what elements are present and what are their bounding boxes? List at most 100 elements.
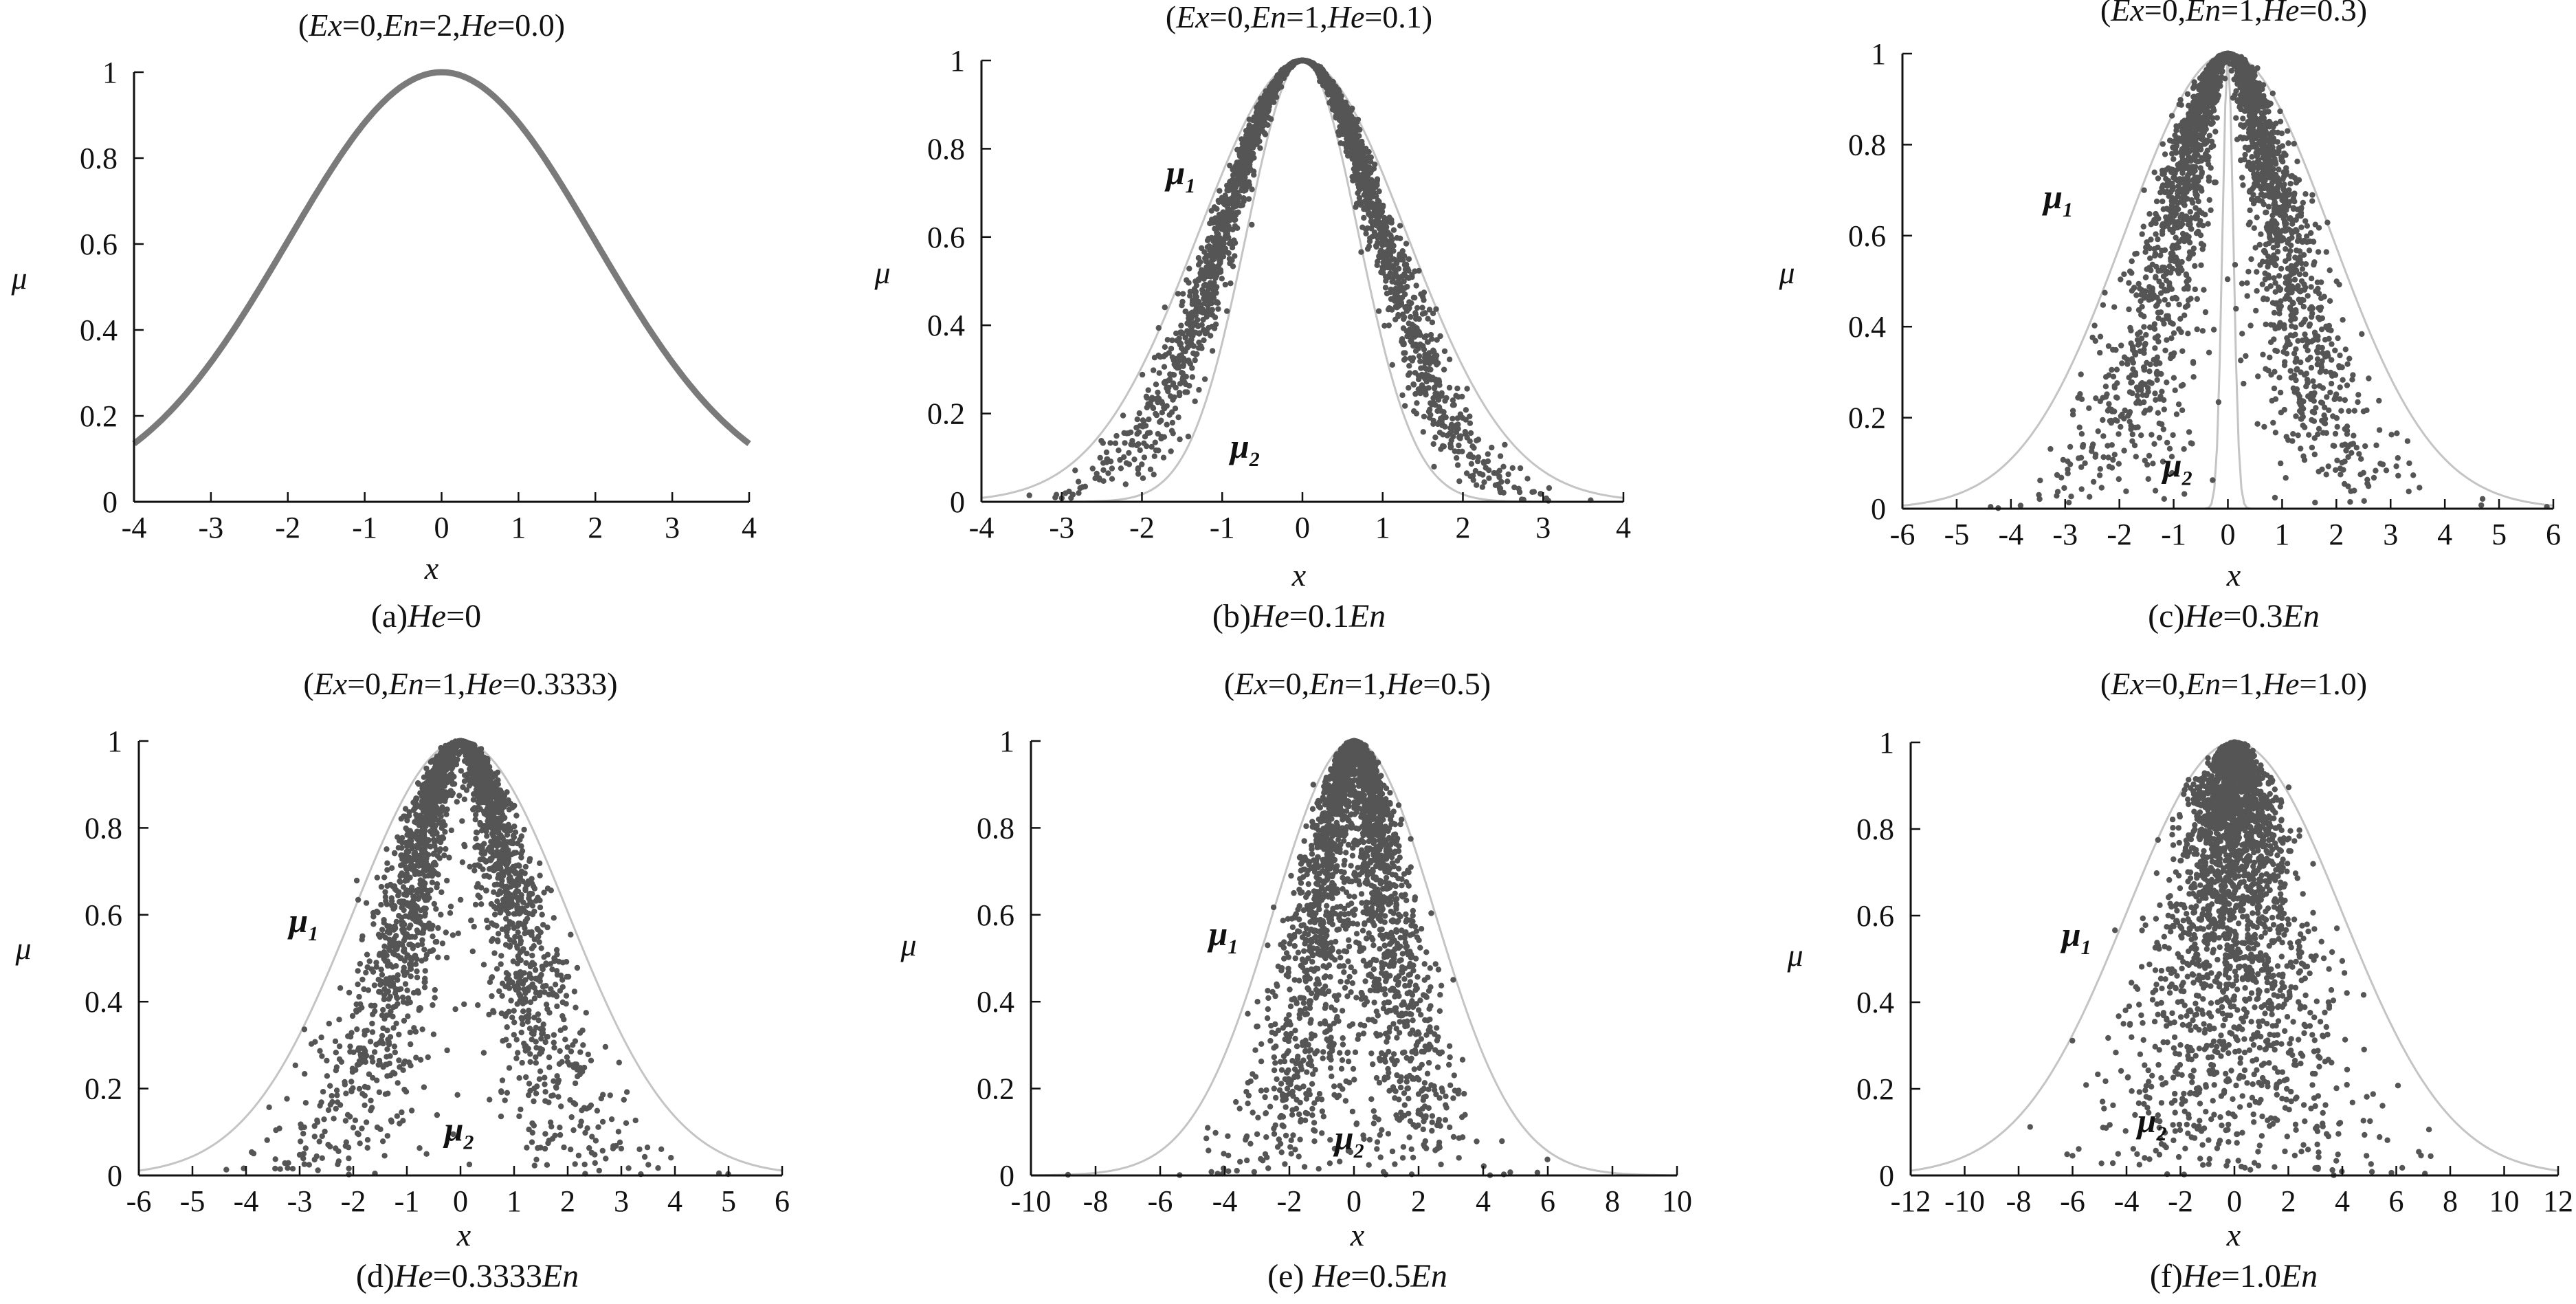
cloud-drop <box>1122 481 1129 487</box>
cloud-drop <box>1264 100 1271 107</box>
cloud-drop <box>2300 252 2307 258</box>
cloud-drop <box>2201 287 2207 293</box>
cloud-drop <box>1212 217 1218 223</box>
cloud-drop <box>1421 297 1427 303</box>
cloud-drop <box>1182 334 1189 341</box>
cloud-drop <box>1444 432 1450 439</box>
cloud-drop <box>2170 375 2177 381</box>
cloud-drop <box>1169 419 1176 426</box>
cloud-drop <box>1164 337 1171 343</box>
cloud-drop <box>1402 403 1408 409</box>
y-tick-label: 0 <box>950 485 965 519</box>
cloud-drop <box>1450 415 1456 422</box>
cloud-drop <box>1103 449 1110 456</box>
x-tick-label: 0 <box>434 511 449 544</box>
cloud-drop <box>1195 262 1202 268</box>
cloud-drop <box>2159 282 2165 288</box>
cloud-drop <box>1333 115 1340 121</box>
cloud-drop <box>1357 198 1363 205</box>
cloud-drop <box>1184 389 1190 395</box>
cloud-drop <box>2159 198 2166 205</box>
x-tick-label: 1 <box>1375 511 1390 544</box>
cloud-drop <box>1317 69 1323 75</box>
cloud-drop <box>1416 329 1422 335</box>
cloud-drop <box>1222 281 1229 288</box>
cloud-drop <box>2305 293 2311 299</box>
cloud-drop <box>1446 384 1453 391</box>
cloud-drop <box>2272 430 2279 436</box>
cloud-drop <box>1346 131 1353 137</box>
cloud-drop <box>1162 304 1168 311</box>
chart-title: (Ex=0,En=1,He=0.1) <box>1166 0 1432 34</box>
inner-envelope-curve <box>981 59 1623 503</box>
cloud-drop <box>1189 301 1196 307</box>
envelope-annotation-mu2: μ2 <box>1228 427 1260 471</box>
cloud-drop <box>1233 193 1240 199</box>
cloud-drop <box>2251 225 2257 231</box>
cloud-drop <box>1454 462 1461 468</box>
cloud-drop <box>1216 245 1223 251</box>
cloud-drop <box>1097 454 1103 461</box>
cloud-drop <box>1208 208 1215 214</box>
cloud-drop <box>1100 467 1107 473</box>
cloud-drop <box>2298 224 2305 230</box>
cloud-drop <box>1239 158 1245 164</box>
cloud-drop <box>1144 404 1151 410</box>
cloud-drop <box>1052 494 1058 500</box>
cloud-drop <box>1383 228 1390 234</box>
cloud-drop <box>1370 184 1376 190</box>
cloud-drop <box>1096 476 1102 483</box>
cloud-drop <box>1395 313 1401 320</box>
cloud-drop <box>1144 430 1151 436</box>
cloud-drop <box>1358 249 1364 255</box>
cloud-drop <box>2244 293 2250 299</box>
cloud-drop <box>1413 410 1420 417</box>
cloud-drop <box>1390 256 1397 263</box>
cloud-drop <box>2238 357 2244 364</box>
cloud-drop <box>1511 484 1518 491</box>
cloud-drop <box>2105 343 2112 349</box>
cloud-drop <box>1446 356 1453 362</box>
cloud-drop <box>2276 375 2283 381</box>
cloud-drop <box>2291 276 2298 283</box>
cloud-drop <box>1192 398 1198 404</box>
cloud-drop <box>1419 291 1426 297</box>
cloud-drop <box>2309 198 2316 204</box>
cloud-drop <box>2410 472 2417 478</box>
cloud-drop <box>2132 372 2139 378</box>
cloud-drop <box>2065 499 2072 506</box>
cloud-drop <box>2091 322 2098 329</box>
cloud-drop <box>1423 378 1430 385</box>
cloud-drop <box>2307 306 2313 312</box>
cloud-drop <box>2332 347 2338 353</box>
cloud-drop <box>1479 484 1486 490</box>
cloud-drop <box>1429 319 1436 326</box>
cloud-drop <box>1456 478 1463 485</box>
cloud-drop <box>2170 330 2177 336</box>
cloud-drop <box>1346 151 1353 158</box>
cloud-drop <box>2323 249 2329 255</box>
cloud-drop <box>1169 354 1176 360</box>
cloud-drop <box>2067 443 2074 450</box>
cloud-drop <box>1357 126 1363 133</box>
cloud-drop <box>1254 140 1260 146</box>
cloud-drop <box>1243 140 1249 146</box>
y-tick-label: 0.6 <box>80 228 118 261</box>
cloud-drop <box>1197 330 1203 336</box>
x-tick-label: -3 <box>199 511 224 544</box>
cloud-drop <box>1401 357 1408 363</box>
cloud-drop <box>1361 214 1367 221</box>
cloud-drop <box>1380 202 1386 209</box>
cloud-drop <box>1454 385 1461 392</box>
cloud-drop <box>1255 102 1262 108</box>
cloud-drop <box>2376 427 2383 433</box>
cloud-drop <box>2281 325 2287 331</box>
cloud-drop <box>1463 407 1469 413</box>
y-tick-label: 0.8 <box>80 142 118 175</box>
cloud-drop <box>1128 429 1134 436</box>
cloud-drop <box>1468 461 1475 467</box>
cloud-drop <box>2291 140 2297 147</box>
cloud-drop <box>1219 195 1225 201</box>
panel-grid: -4 -3 -2 -1 0 1 2 3 400.20.40.60.81μx(Ex=0,En=2,… <box>10 0 2573 1294</box>
cloud-drop <box>2212 129 2219 135</box>
